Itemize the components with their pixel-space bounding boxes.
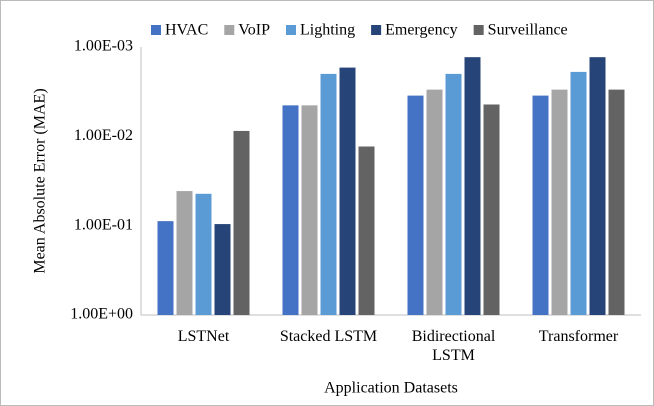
- x-tick-label: Stacked LSTM: [279, 328, 378, 345]
- bar: [551, 89, 568, 315]
- bar: [282, 105, 299, 315]
- legend-label: VoIP: [238, 22, 270, 39]
- legend-label: HVAC: [165, 22, 208, 39]
- bar: [407, 95, 424, 315]
- y-tick-label: 1.00E-01: [74, 216, 133, 233]
- y-axis-title: Mean Absolute Error (MAE): [32, 88, 49, 273]
- bar: [339, 67, 356, 316]
- x-tick-label: Bidirectional LSTM: [411, 328, 496, 364]
- legend-swatch: [473, 25, 484, 35]
- legend-swatch: [151, 25, 161, 35]
- bar: [214, 224, 231, 315]
- x-axis-title: Application Datasets: [324, 380, 458, 397]
- bar: [176, 191, 193, 315]
- legend-swatch: [286, 25, 296, 35]
- bar: [464, 57, 481, 315]
- bar: [570, 71, 587, 316]
- legend-label: Emergency: [385, 22, 458, 39]
- legend-label: Surveillance: [488, 22, 568, 39]
- bar: [320, 73, 337, 315]
- bar: [589, 57, 606, 315]
- bar: [445, 73, 462, 315]
- bar: [483, 104, 500, 315]
- bar: [195, 193, 212, 315]
- bar: [532, 95, 549, 315]
- legend-label: Lighting: [300, 22, 355, 39]
- legend-swatch: [224, 25, 235, 35]
- bar: [301, 105, 318, 315]
- bar: [233, 130, 250, 315]
- bar: [426, 89, 443, 315]
- y-tick-label: 1.00E+00: [70, 306, 133, 323]
- y-tick-label: 1.00E-03: [74, 38, 133, 55]
- bar: [358, 146, 375, 315]
- legend-swatch: [371, 25, 382, 35]
- x-tick-label: LSTNet: [177, 328, 230, 345]
- y-tick-label: 1.00E-02: [74, 127, 133, 144]
- x-tick-label: Transformer: [538, 328, 619, 345]
- bar: [608, 89, 625, 315]
- bar: [157, 221, 174, 315]
